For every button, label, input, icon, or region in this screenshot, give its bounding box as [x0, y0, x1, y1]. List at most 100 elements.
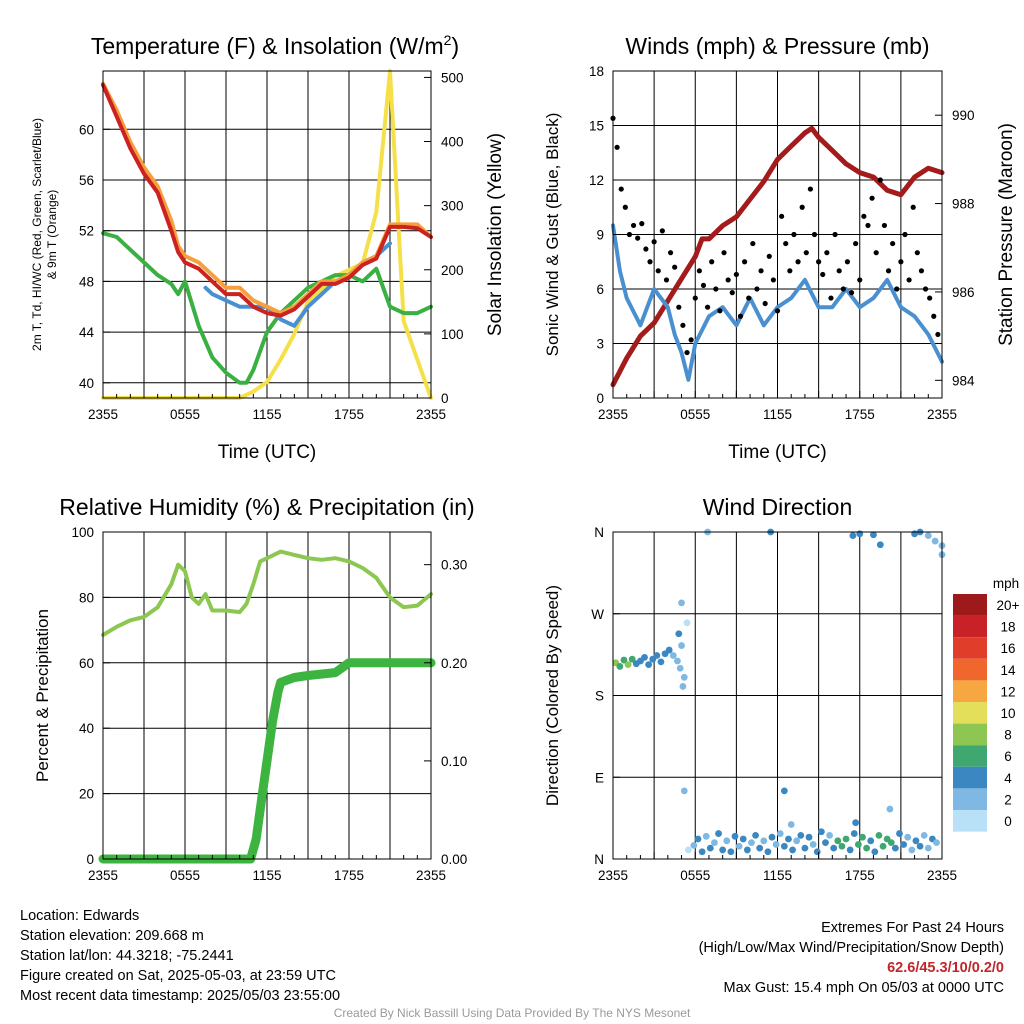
dir-point [852, 819, 860, 827]
wind-gust-point [890, 240, 896, 247]
dir-point [826, 831, 833, 839]
wind-gust-point [816, 259, 822, 265]
dir-point [690, 841, 698, 849]
wind-gust-point [869, 195, 875, 201]
dir-point [760, 837, 768, 845]
wind-gust-point [635, 235, 641, 241]
temp-ytick-label: 52 [79, 224, 94, 239]
wind-gust-point [626, 231, 633, 238]
wind-ytick-label: 3 [596, 337, 604, 352]
temp-ytick-label: 56 [79, 173, 94, 188]
extremes-values: 62.6/45.3/10/0.2/0 [887, 960, 1004, 976]
legend-label: 12 [1000, 684, 1015, 699]
dir-point [863, 844, 871, 852]
dir-point [849, 532, 857, 540]
wind-gust-point [630, 222, 637, 229]
temp-panel: 2355 0555 1155 1755 2355 40 44 48 52 56 60 0 100 200 3… [30, 32, 506, 463]
credit-line: Created By Nick Bassill Using Data Provi… [333, 1006, 691, 1020]
legend-swatch [953, 615, 987, 638]
dir-point [876, 541, 884, 549]
dir-point [706, 844, 714, 852]
wind-gust-point [894, 286, 900, 292]
legend-swatch [953, 658, 987, 681]
rh-ytick-label: 40 [79, 721, 94, 736]
wind-gust-point [927, 295, 933, 301]
wind-gust-point [836, 268, 842, 274]
dir-point [805, 833, 813, 841]
temp-xtick-label: 2355 [416, 407, 446, 422]
rh-precip-line [98, 658, 436, 864]
dir-point [679, 683, 687, 690]
wind-gust-point [754, 286, 760, 292]
wind-gust-point [779, 213, 785, 219]
dir-xtick-label: 2355 [598, 868, 628, 883]
wind-gust-point [692, 295, 698, 301]
wind-xtick-label: 0555 [680, 407, 710, 422]
dir-point [698, 848, 706, 856]
rh-ytick-label: 60 [79, 656, 94, 671]
wind-gust-point [647, 259, 653, 265]
dir-point [787, 821, 795, 828]
wind-gust-point [902, 231, 908, 238]
wind-gust-point [857, 277, 863, 283]
temp-y2tick-label: 400 [441, 135, 464, 150]
station-location: Location: Edwards [20, 908, 140, 924]
dir-point [641, 653, 648, 661]
rh-ytick-label: 80 [79, 590, 94, 605]
wind-gust-point [704, 304, 711, 310]
dir-point [797, 831, 805, 839]
dir-point [768, 833, 776, 841]
rh-rh-line [101, 549, 433, 637]
wind-gust-point [655, 268, 661, 274]
legend-label: 6 [1004, 749, 1012, 764]
wind-gust-point [898, 259, 904, 265]
wind-gust-point [783, 240, 789, 247]
wind-gust-point [848, 290, 855, 296]
temp-ylabel2: Solar Insolation (Yellow) [485, 133, 506, 336]
temp-ylabel: 2m T, Td, HI/WC (Red, Green, Scarlet/Blu… [30, 118, 44, 351]
wind-gust-point [676, 304, 682, 310]
dir-point [735, 842, 743, 850]
temp-ytick-label: 44 [79, 325, 95, 340]
wind-gust-point [861, 213, 867, 219]
dir-point [628, 655, 636, 663]
wind-gust-point [828, 295, 834, 301]
temp-y2tick-label: 0 [441, 391, 449, 406]
wind-y2tick-label: 990 [952, 108, 975, 123]
dir-point [764, 848, 772, 856]
dir-point [776, 830, 784, 837]
rh-xtick-label: 1155 [252, 868, 281, 883]
wind-gust-point [643, 246, 649, 252]
dir-point [838, 842, 846, 850]
temp-xtick-label: 1755 [334, 407, 364, 422]
wind-gust-point [614, 144, 620, 150]
dir-point [850, 830, 858, 837]
rh-xtick-label: 1755 [334, 868, 364, 883]
legend-label: 18 [1000, 620, 1015, 635]
wind-gust-point [709, 259, 715, 265]
wind-gust-point [906, 277, 912, 283]
dir-point [694, 835, 702, 843]
wind-y2tick-label: 988 [952, 197, 975, 212]
wind-gust-point [750, 240, 756, 247]
dir-ylabel: Direction (Colored By Speed) [543, 585, 562, 806]
dir-point [772, 841, 780, 848]
dir-ytick-label: N [594, 525, 604, 540]
temp-temp_9m-line [101, 81, 433, 316]
dir-point [896, 830, 903, 837]
wind-ytick-label: 6 [596, 282, 604, 297]
wind-ytick-label: 0 [596, 391, 604, 406]
dir-point [912, 837, 920, 845]
wind-gust-point [684, 349, 690, 356]
dir-point [920, 831, 928, 839]
wind-gust-point [680, 322, 686, 328]
rh-xtick-label: 2355 [416, 868, 446, 883]
temp-xtick-label: 1155 [252, 407, 281, 422]
legend-swatch [953, 637, 987, 659]
legend-label: 8 [1004, 728, 1012, 743]
legend-label: 10 [1000, 706, 1015, 721]
dir-point [871, 848, 879, 856]
dir-point [756, 844, 764, 852]
wind-gust-point [762, 300, 768, 307]
temp-title: Temperature (F) & Insolation (W/m2) [91, 32, 459, 59]
